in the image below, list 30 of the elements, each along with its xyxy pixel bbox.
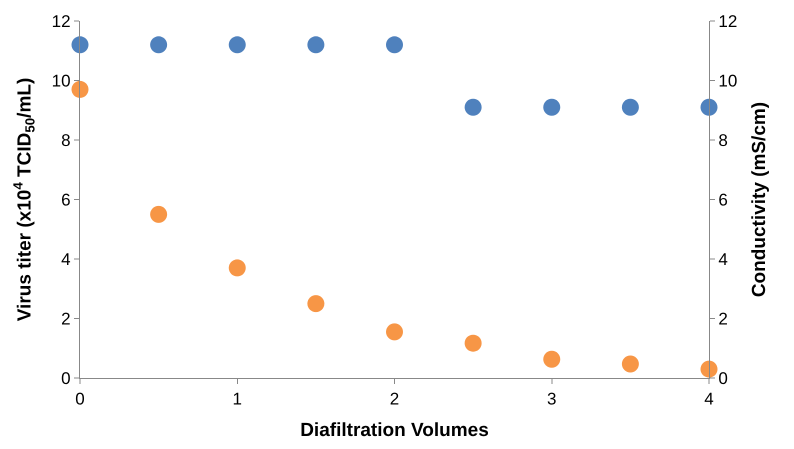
x-axis-title: Diafiltration Volumes [300, 420, 489, 442]
y2-tick-label: 2 [718, 309, 728, 328]
x-tick-label: 0 [75, 389, 85, 408]
point [386, 323, 403, 340]
y-tick-label: 6 [61, 190, 71, 210]
x-tick-label: 1 [232, 389, 242, 408]
y2-tick-label: 10 [718, 71, 738, 90]
point [228, 259, 246, 276]
y-tick-label: 8 [61, 130, 71, 150]
y-tick-label: 4 [61, 250, 71, 269]
y2-axis-title: Conductivity (mS/cm) [749, 102, 770, 298]
y-tick-label: 10 [52, 71, 71, 90]
point [72, 80, 88, 98]
y2-tick-label: 6 [718, 190, 728, 210]
x-tick-label: 4 [704, 389, 714, 408]
x-tick-label: 2 [390, 389, 400, 408]
y2-tick-label: 4 [718, 250, 728, 269]
y2-tick-label: 0 [718, 368, 728, 388]
y2-tick-label: 8 [718, 130, 728, 150]
point [150, 206, 168, 223]
y-tick-label: 0 [61, 368, 71, 388]
point [543, 350, 560, 368]
x-tick-label: 3 [547, 389, 556, 408]
point [700, 360, 718, 378]
point [307, 295, 324, 312]
y-tick-label: 2 [61, 309, 71, 328]
y-tick-label: 12 [52, 12, 71, 31]
point [464, 334, 482, 352]
point [622, 356, 639, 373]
y2-tick-label: 12 [718, 12, 738, 31]
